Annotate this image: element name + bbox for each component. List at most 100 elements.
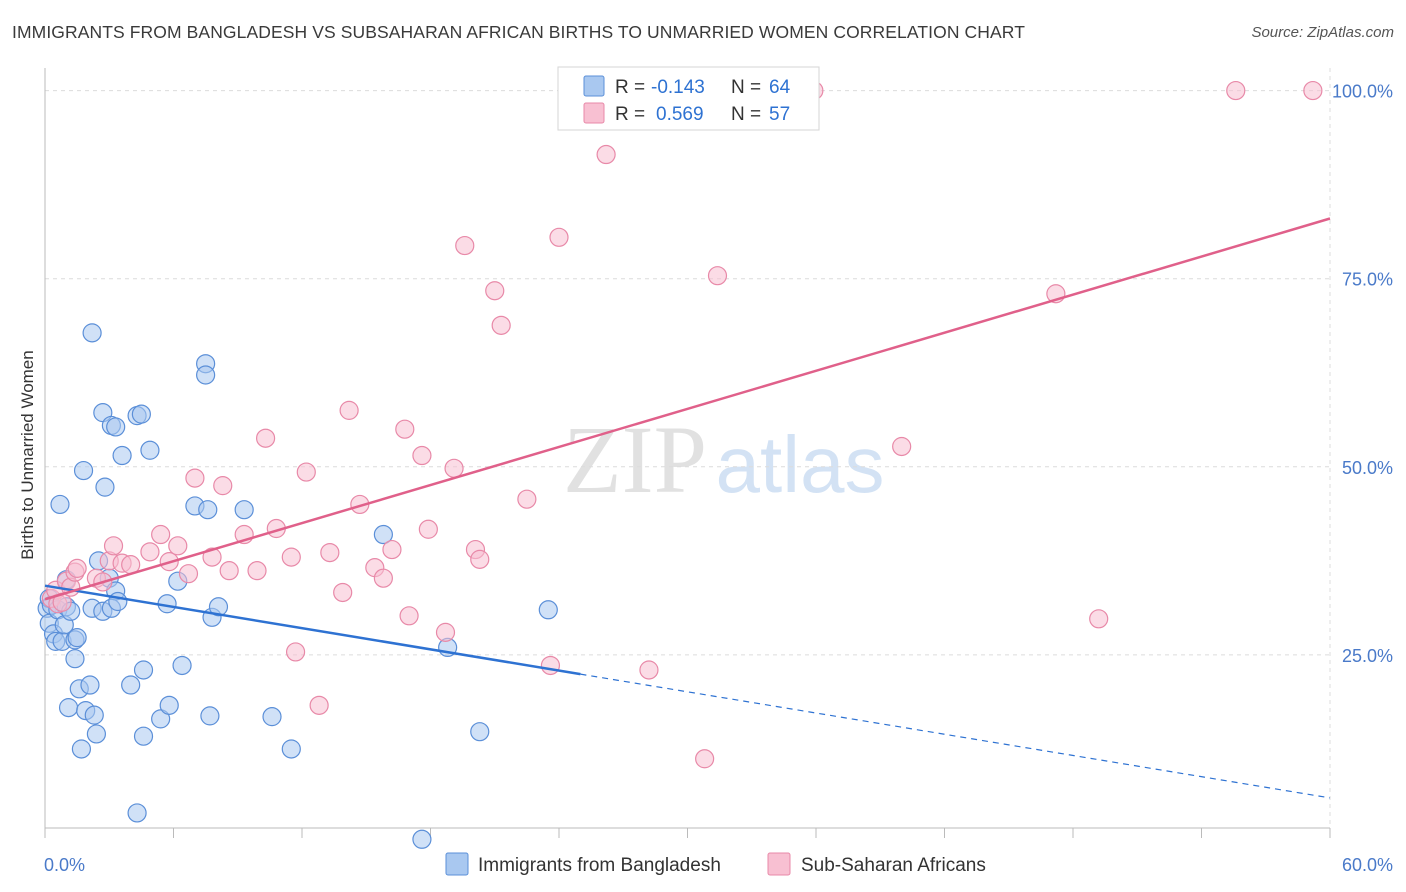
series-bangladesh-points [37, 323, 558, 849]
bangladesh-point [140, 440, 160, 460]
bangladesh-point [127, 803, 147, 823]
bangladesh-trend-extension [580, 673, 1331, 799]
subsaharan-point [455, 235, 475, 256]
bangladesh-point [131, 404, 151, 424]
subsaharan-point [1303, 80, 1323, 101]
subsaharan-point [255, 428, 276, 448]
y-tick-label: 25.0% [1342, 646, 1393, 666]
bangladesh-point [121, 675, 141, 695]
subsaharan-point [395, 419, 415, 439]
bangladesh-point [80, 675, 100, 695]
subsaharan-point [373, 568, 393, 588]
subsaharan-point [707, 266, 728, 286]
bangladesh-point [133, 726, 154, 746]
x-tick-labels: 0.0% 60.0% [44, 855, 1393, 875]
legend-n-label-2: N = [731, 104, 761, 125]
subsaharan-point [320, 542, 340, 563]
chart-title: IMMIGRANTS FROM BANGLADESH VS SUBSAHARAN… [12, 22, 1025, 42]
legend-r-label-2: R = [615, 104, 645, 125]
subsaharan-point [695, 749, 715, 769]
subsaharan-point [470, 549, 490, 569]
y-tick-label: 75.0% [1342, 270, 1393, 290]
bangladesh-point [73, 460, 94, 481]
y-axis-label: Births to Unmarried Women [18, 350, 37, 559]
series-subsaharan-points [41, 80, 1323, 769]
stats-legend: R = -0.143 N = 64 R = 0.569 N = 57 [557, 66, 820, 131]
bangladesh-point [196, 365, 216, 385]
series-legend: Immigrants from Bangladesh Sub-Saharan A… [445, 852, 986, 876]
chart-source: Source: ZipAtlas.com [1251, 24, 1394, 41]
bangladesh-point [281, 739, 301, 759]
bangladesh-point [200, 706, 220, 726]
bangladesh-point [262, 707, 282, 727]
subsaharan-point [485, 281, 505, 301]
legend-n-value-2: 57 [769, 104, 790, 125]
subsaharan-point [382, 539, 402, 560]
bangladesh-point [208, 597, 229, 617]
bangladesh-point [234, 500, 254, 520]
y-tick-label: 50.0% [1342, 458, 1393, 478]
subsaharan-point [1089, 609, 1109, 629]
watermark-atlas: atlas [716, 420, 885, 509]
bangladesh-trend-line [44, 584, 581, 676]
bangladesh-point [84, 705, 104, 725]
bangladesh-point [67, 628, 87, 648]
bangladesh-point [198, 500, 218, 520]
subsaharan-point [549, 227, 569, 247]
subsaharan-point [517, 489, 537, 509]
subsaharan-point [281, 547, 301, 567]
bangladesh-point [172, 655, 192, 676]
legend-bangladesh-swatch [445, 852, 469, 876]
bangladesh-point [112, 445, 132, 466]
bangladesh-point [82, 323, 102, 343]
legend-r-value-2: 0.569 [656, 104, 704, 125]
legend-subsaharan-label: Sub-Saharan Africans [801, 855, 986, 876]
subsaharan-point [168, 536, 188, 556]
subsaharan-point [103, 536, 124, 556]
y-tick-labels: 25.0% 50.0% 75.0% 100.0% [1332, 82, 1393, 666]
legend-swatch-blue [583, 75, 605, 97]
trend-lines [44, 217, 1331, 799]
subsaharan-point [285, 642, 306, 662]
subsaharan-point [418, 519, 438, 539]
bangladesh-point [151, 709, 171, 729]
subsaharan-point [540, 655, 561, 676]
bangladesh-point [133, 660, 154, 680]
bangladesh-point [71, 739, 92, 759]
subsaharan-point [399, 606, 419, 626]
legend-n-label-1: N = [731, 77, 761, 98]
legend-n-value-1: 64 [769, 77, 791, 98]
bangladesh-point [106, 417, 126, 437]
bangladesh-point [58, 698, 79, 718]
subsaharan-point [412, 445, 432, 466]
subsaharan-point [596, 144, 616, 165]
bangladesh-point [65, 649, 85, 669]
subsaharan-point [219, 561, 239, 581]
subsaharan-point [140, 542, 160, 562]
bangladesh-point [538, 600, 558, 620]
subsaharan-point [333, 582, 353, 603]
watermark-zip: ZIP [563, 406, 707, 513]
bangladesh-point [86, 724, 107, 744]
bangladesh-point [50, 494, 70, 515]
subsaharan-point [892, 436, 912, 457]
subsaharan-point [213, 476, 233, 496]
subsaharan-point [247, 561, 267, 581]
subsaharan-point [151, 524, 171, 545]
bangladesh-point [470, 722, 490, 742]
bangladesh-point [159, 695, 179, 715]
bangladesh-point [95, 477, 115, 497]
subsaharan-trend-line [44, 217, 1331, 601]
subsaharan-point [491, 315, 511, 335]
subsaharan-point [67, 558, 87, 578]
legend-r-label-1: R = [615, 77, 645, 98]
subsaharan-point [309, 695, 329, 715]
subsaharan-point [178, 564, 199, 584]
subsaharan-point [339, 400, 359, 420]
subsaharan-point [296, 462, 316, 482]
subsaharan-point [202, 547, 222, 567]
legend-swatch-pink [583, 102, 605, 124]
bangladesh-point [412, 829, 432, 849]
legend-subsaharan-swatch [767, 852, 791, 876]
